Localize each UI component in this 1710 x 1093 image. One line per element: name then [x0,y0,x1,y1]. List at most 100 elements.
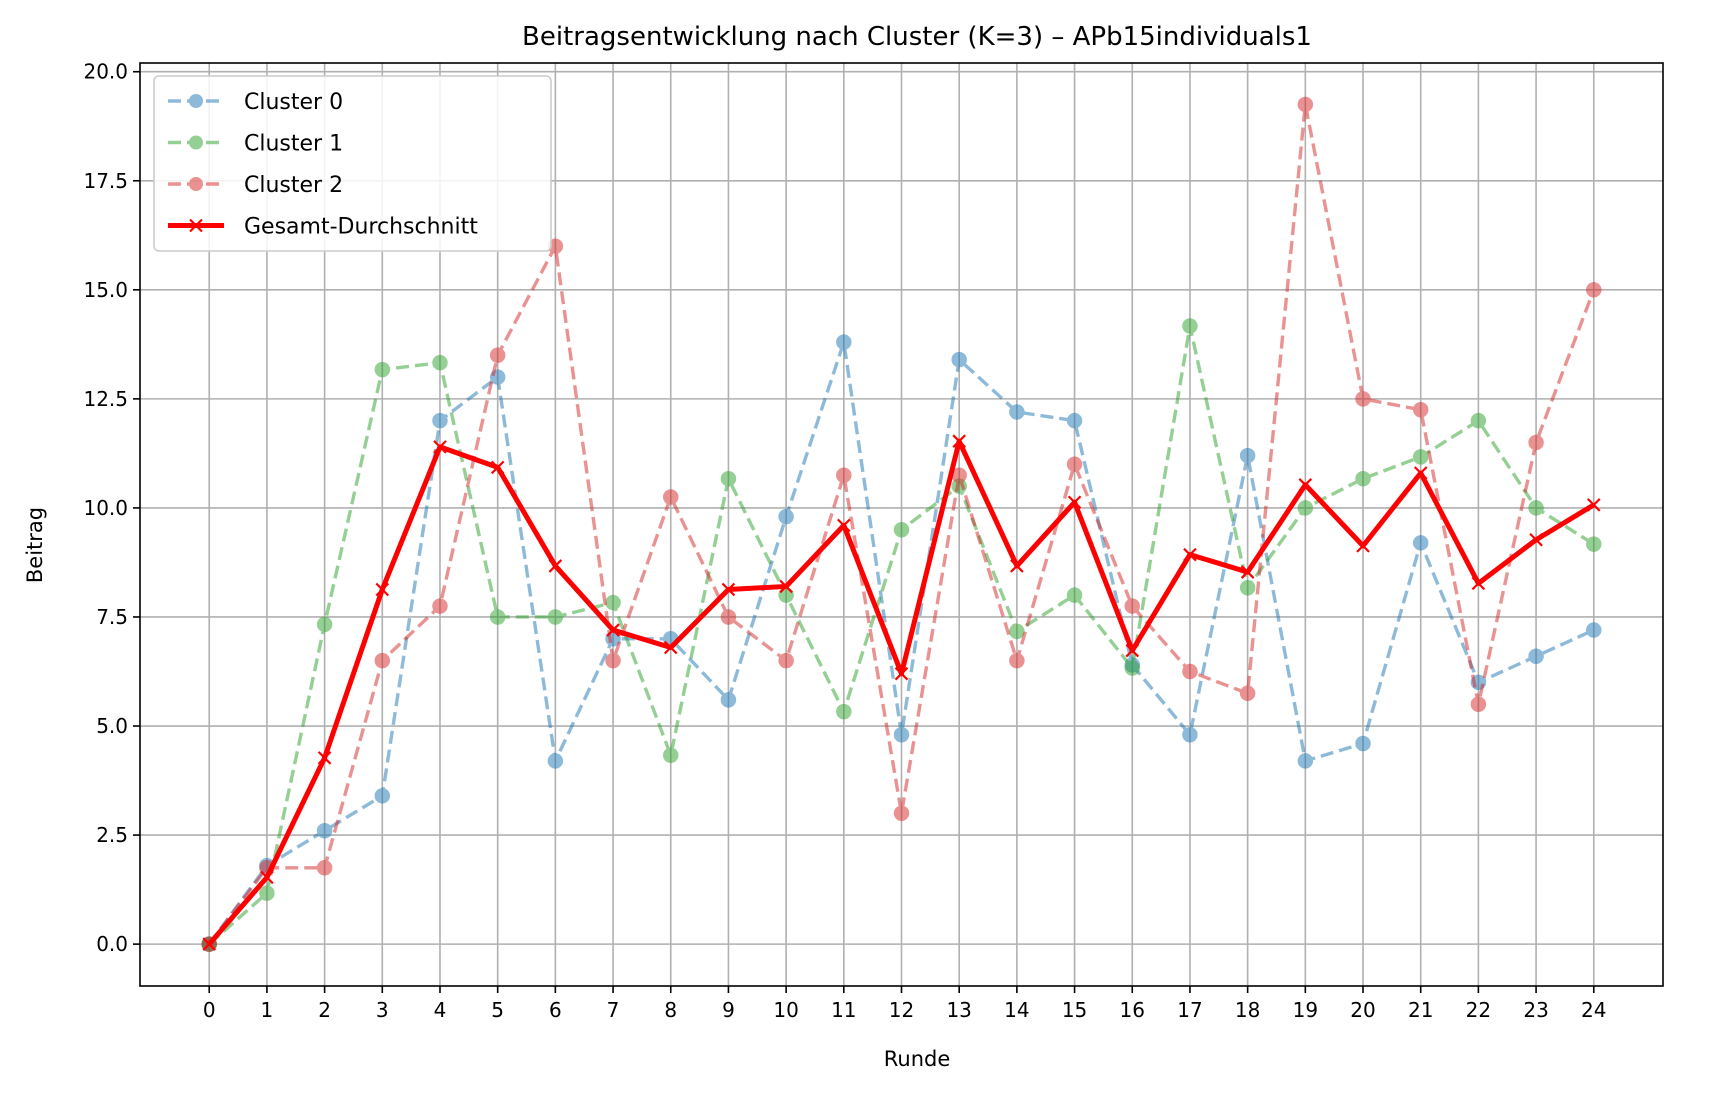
data-point [836,703,852,720]
data-point-x-marker [663,640,678,655]
series-4 [202,434,1601,951]
data-point [1528,500,1544,516]
series-2 [201,318,1602,952]
data-point [893,805,910,822]
legend-marker [189,135,203,150]
y-tick-label: 2.5 [96,823,128,847]
x-tick-label: 12 [889,998,914,1022]
data-point [259,885,275,901]
data-point [1124,660,1141,676]
y-tick-label: 17.5 [83,169,128,193]
x-tick-label: 14 [1004,998,1029,1022]
data-point [432,412,448,429]
legend-swatch [168,135,224,150]
x-tick-label: 8 [664,998,677,1022]
data-point [778,652,794,669]
y-tick-label: 15.0 [83,278,128,302]
series-layer [201,96,1602,952]
data-point [1239,579,1256,596]
legend-item: Cluster 0 [168,90,343,115]
x-tick-label: 23 [1523,998,1548,1022]
x-tick-label: 6 [549,998,562,1022]
legend-label: Cluster 2 [244,173,343,198]
x-axis-ticks: 0 1 2 3 4 5 6 7 8 9 10 11 12 13 14 15 16 17 18 19 20 21 22 23 24 [203,986,1606,1022]
data-point [720,470,737,487]
data-point [605,594,621,611]
legend: Cluster 0 Cluster 1 Cluster 2 Gesamt-Durchs… [153,75,552,252]
data-point-x-marker [837,518,851,533]
x-tick-label: 24 [1581,998,1606,1022]
data-point [836,467,852,483]
legend-item: Cluster 1 [168,132,343,157]
data-point [951,351,967,368]
data-point [1528,648,1544,664]
data-point [1355,391,1371,407]
data-point-x-marker [202,937,217,951]
data-point [1586,282,1602,298]
data-point-x-marker [1413,466,1428,480]
x-tick-label: 7 [607,998,620,1022]
x-tick-label: 13 [946,998,971,1022]
data-point [778,508,794,525]
data-point [489,609,506,625]
data-point-x-marker [1529,532,1543,547]
x-tick-label: 0 [203,998,216,1022]
data-point [316,860,333,876]
data-point [1297,500,1314,516]
data-point-x-marker [606,623,620,637]
data-point [432,354,448,371]
data-point [1239,685,1256,702]
data-point [893,521,910,538]
data-point-x-marker [779,579,793,594]
data-point [1009,652,1025,669]
data-point [605,652,621,669]
data-point-x-marker [1067,495,1082,510]
data-point [432,598,448,614]
legend-marker [189,94,203,108]
data-point-x-marker [1010,559,1024,573]
legend-item: Cluster 2 [168,173,343,198]
data-point-x-marker [721,582,736,597]
series-group [201,96,1602,952]
x-tick-label: 18 [1235,998,1260,1022]
x-tick-label: 22 [1466,998,1491,1022]
data-point-x-marker [1298,478,1313,492]
data-point [316,822,333,839]
data-point [1297,753,1314,769]
series-group [201,318,1602,952]
data-point [547,609,564,625]
data-point-x-marker [1240,565,1255,579]
chart-title: Beitragsentwicklung nach Cluster (K=3) –… [522,22,1312,52]
data-point-x-marker [1471,576,1486,591]
data-point-x-marker [894,666,909,681]
y-tick-label: 20.0 [83,60,128,84]
data-point-x-marker [317,751,332,765]
data-point [720,609,737,625]
data-point [1586,622,1602,638]
data-point [1412,402,1429,418]
data-point [662,489,679,505]
series-3 [201,96,1602,952]
legend-marker [189,218,203,233]
data-point [374,652,391,669]
x-tick-label: 2 [318,998,331,1022]
x-axis-label: Runde [884,1047,951,1071]
legend-box [153,75,552,252]
data-point [1528,434,1544,451]
legend-label: Cluster 1 [244,132,343,157]
data-point [1412,449,1429,465]
data-point [1412,535,1429,551]
legend-swatch [168,94,224,108]
x-tick-label: 17 [1177,998,1202,1022]
y-axis-ticks: 0.0 2.5 5.0 7.5 10.0 12.5 15.0 17.5 20.0 [83,60,140,956]
data-point [836,334,852,350]
data-point [720,692,737,708]
data-point [374,788,391,804]
data-point-x-marker [1356,539,1370,553]
data-point-x-marker [952,434,966,448]
data-point-x-marker [1183,547,1197,562]
data-point [1182,663,1198,680]
data-point [1586,536,1602,552]
y-tick-label: 7.5 [96,605,128,629]
